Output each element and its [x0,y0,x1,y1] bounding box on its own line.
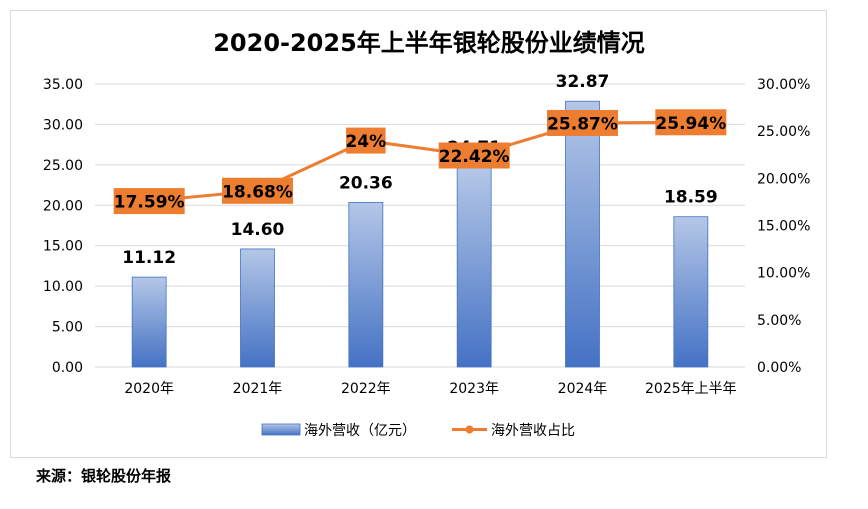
legend-line-label: 海外营收占比 [491,423,575,439]
category-label: 2021年 [233,381,283,397]
bar-value-label: 14.60 [231,220,285,240]
left-axis-tick-label: 15.00 [43,239,83,255]
line-point-label-box [655,109,727,136]
bar-value-label: 18.59 [664,188,718,208]
bar [456,166,492,368]
line-point-label-text: 18.68% [222,182,293,202]
left-axis-tick-label: 0.00 [52,360,83,376]
legend-line-marker [465,425,474,434]
left-axis-tick-label: 30.00 [43,117,83,133]
line-point-label-box [113,188,185,215]
bar [131,276,167,368]
left-axis-tick-label: 5.00 [52,320,83,336]
line-point-label-text: 17.59% [114,193,185,213]
bar-value-label: 20.36 [339,173,393,193]
line-point-label: 18.68% [222,177,293,204]
bar [240,248,275,368]
category-label: 2020年 [124,381,174,397]
category-label: 2024年 [558,381,608,397]
line-point-label-box [438,142,510,169]
category-label: 2025年上半年 [645,381,737,397]
line-point-label: 25.87% [547,109,618,136]
bar [348,201,384,368]
left-axis-tick-label: 10.00 [43,279,83,295]
line-point-label: 25.94% [655,109,727,136]
left-axis-tick-label: 20.00 [43,198,83,214]
right-axis-tick-label: 20.00% [757,171,810,187]
line-point-label: 24% [345,127,386,154]
line-point-label-box [547,109,618,136]
line-point-label: 22.42% [438,142,510,169]
chart-title: 2020-2025年上半年银轮股份业绩情况 [213,29,645,57]
source-note: 来源：银轮股份年报 [36,467,172,485]
bar-value-label: 32.87 [556,72,610,92]
right-axis-tick-label: 5.00% [757,313,801,329]
line-point-label-box [222,177,293,204]
bar [673,216,709,368]
line-point-label-text: 22.42% [439,147,510,167]
right-axis-tick-label: 25.00% [757,124,810,140]
line-point-label-text: 25.87% [547,114,618,134]
left-axis-tick-label: 25.00 [43,158,83,174]
line-point-label-text: 24% [345,132,386,152]
left-axis-tick-label: 35.00 [43,77,83,93]
legend-bar-swatch [261,423,301,436]
right-axis-tick-label: 10.00% [757,266,810,282]
right-axis-tick-label: 30.00% [757,77,810,93]
line-point-label-text: 25.94% [655,114,726,134]
line-point-label-box [346,127,386,154]
right-axis-tick-label: 15.00% [757,219,810,235]
line-point-label: 17.59% [113,188,185,215]
bar-value-label: 11.12 [122,248,176,268]
bar [565,100,600,368]
legend-item-line: 海外营收占比 [452,423,575,439]
category-label: 2023年 [449,381,499,397]
right-axis-tick-label: 0.00% [757,360,801,376]
legend-bar-label: 海外营收（亿元） [304,423,416,439]
legend-item-bar: 海外营收（亿元） [261,423,416,439]
category-label: 2022年 [341,381,391,397]
